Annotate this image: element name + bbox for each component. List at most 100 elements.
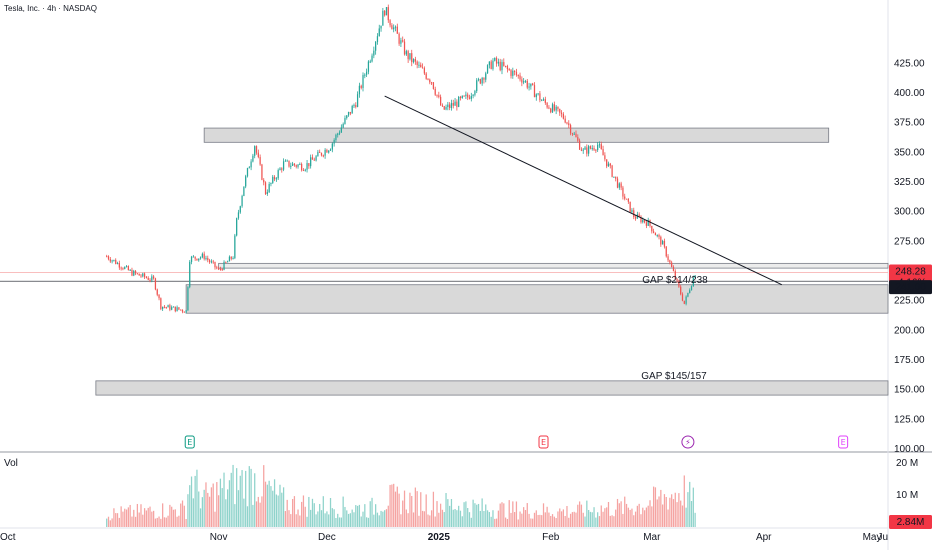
volume-bar xyxy=(611,515,613,527)
earnings-marker-icon[interactable]: E xyxy=(838,435,849,449)
volume-bar xyxy=(658,496,660,527)
candle xyxy=(539,93,541,101)
candle xyxy=(416,61,418,66)
volume-bar xyxy=(225,499,227,527)
volume-bar xyxy=(643,510,646,527)
volume-bar xyxy=(109,520,111,527)
volume-bar xyxy=(380,510,382,527)
volume-bar xyxy=(145,510,148,527)
candle xyxy=(208,260,211,263)
volume-bar xyxy=(261,496,263,527)
volume-bar xyxy=(286,499,288,527)
candle xyxy=(586,147,588,154)
candle xyxy=(439,96,442,106)
volume-bar xyxy=(477,503,480,527)
volume-bar xyxy=(398,493,400,527)
volume-bar xyxy=(685,507,687,527)
volume-bar xyxy=(468,512,471,527)
candle xyxy=(674,271,676,279)
volume-bar xyxy=(356,505,359,527)
volume-bar xyxy=(459,510,462,527)
volume-bar xyxy=(183,505,185,527)
volume-bar xyxy=(490,516,492,527)
volume-bar xyxy=(575,512,577,527)
volume-bar xyxy=(537,514,539,527)
volume-bar xyxy=(429,515,431,527)
candle xyxy=(369,61,371,63)
volume-bar xyxy=(243,498,245,527)
volume-bar xyxy=(651,506,653,527)
volume-bar xyxy=(302,495,305,527)
volume-bar xyxy=(326,511,328,527)
price-tick-label: 100.00 xyxy=(894,444,925,455)
volume-bar xyxy=(425,494,427,527)
volume-bar xyxy=(456,510,458,527)
volume-bar xyxy=(517,519,519,527)
candle xyxy=(577,137,579,141)
candle xyxy=(519,75,521,80)
candle xyxy=(660,236,662,245)
candle xyxy=(109,259,111,262)
thin-resistance-band xyxy=(218,262,889,269)
time-tick-label: Feb xyxy=(542,532,560,543)
volume-bar xyxy=(259,502,261,527)
candle xyxy=(499,61,501,71)
earnings-marker-icon[interactable]: E xyxy=(184,435,195,449)
candle xyxy=(647,219,649,226)
volume-bar xyxy=(521,513,523,527)
volume-bar xyxy=(523,507,525,527)
volume-value-badge-text: 2.84M xyxy=(897,517,925,528)
dividend-marker-icon[interactable]: ⚡ xyxy=(681,435,695,449)
candle xyxy=(474,91,476,95)
volume-bar xyxy=(319,503,321,527)
candle xyxy=(241,195,243,207)
volume-bar xyxy=(638,503,640,527)
candle xyxy=(329,149,332,151)
price-tick-label: 375.00 xyxy=(894,118,925,129)
candle xyxy=(358,85,361,95)
candle xyxy=(662,240,664,245)
candle xyxy=(627,198,629,202)
candle xyxy=(624,196,626,199)
volume-bar xyxy=(449,505,451,527)
candle xyxy=(569,125,572,134)
candle xyxy=(356,94,359,107)
time-tick-label: Ju xyxy=(877,532,888,543)
volume-bar xyxy=(548,512,550,527)
candle xyxy=(248,167,250,169)
volume-bar xyxy=(515,501,518,527)
gap-upper-label: GAP $214/238 xyxy=(642,275,708,286)
earnings-marker-icon[interactable]: E xyxy=(538,435,549,449)
candle xyxy=(353,105,355,107)
volume-bar xyxy=(539,514,541,527)
candle xyxy=(611,165,613,177)
volume-bar xyxy=(333,509,335,527)
candle xyxy=(643,219,646,223)
volume-bar xyxy=(172,509,175,527)
candle xyxy=(546,102,548,108)
candle xyxy=(176,307,178,312)
volume-bar xyxy=(667,509,669,527)
candle xyxy=(430,82,433,84)
volume-bar xyxy=(178,515,180,527)
volume-bar xyxy=(252,504,254,527)
volume-bar xyxy=(495,518,498,527)
candle xyxy=(604,155,606,160)
candle xyxy=(199,257,202,259)
candle xyxy=(360,85,362,88)
volume-bar xyxy=(454,508,456,527)
candle xyxy=(544,99,546,103)
volume-bar xyxy=(313,503,315,527)
volume-bar xyxy=(156,517,158,527)
volume-bar xyxy=(481,498,483,527)
volume-bar xyxy=(360,516,362,527)
volume-bar xyxy=(210,487,213,527)
volume-bar xyxy=(672,499,675,527)
candle xyxy=(588,146,590,154)
candle xyxy=(403,41,406,55)
volume-bar xyxy=(169,504,171,527)
volume-bar xyxy=(640,514,642,527)
candle xyxy=(382,10,384,26)
volume-bar xyxy=(338,517,341,527)
